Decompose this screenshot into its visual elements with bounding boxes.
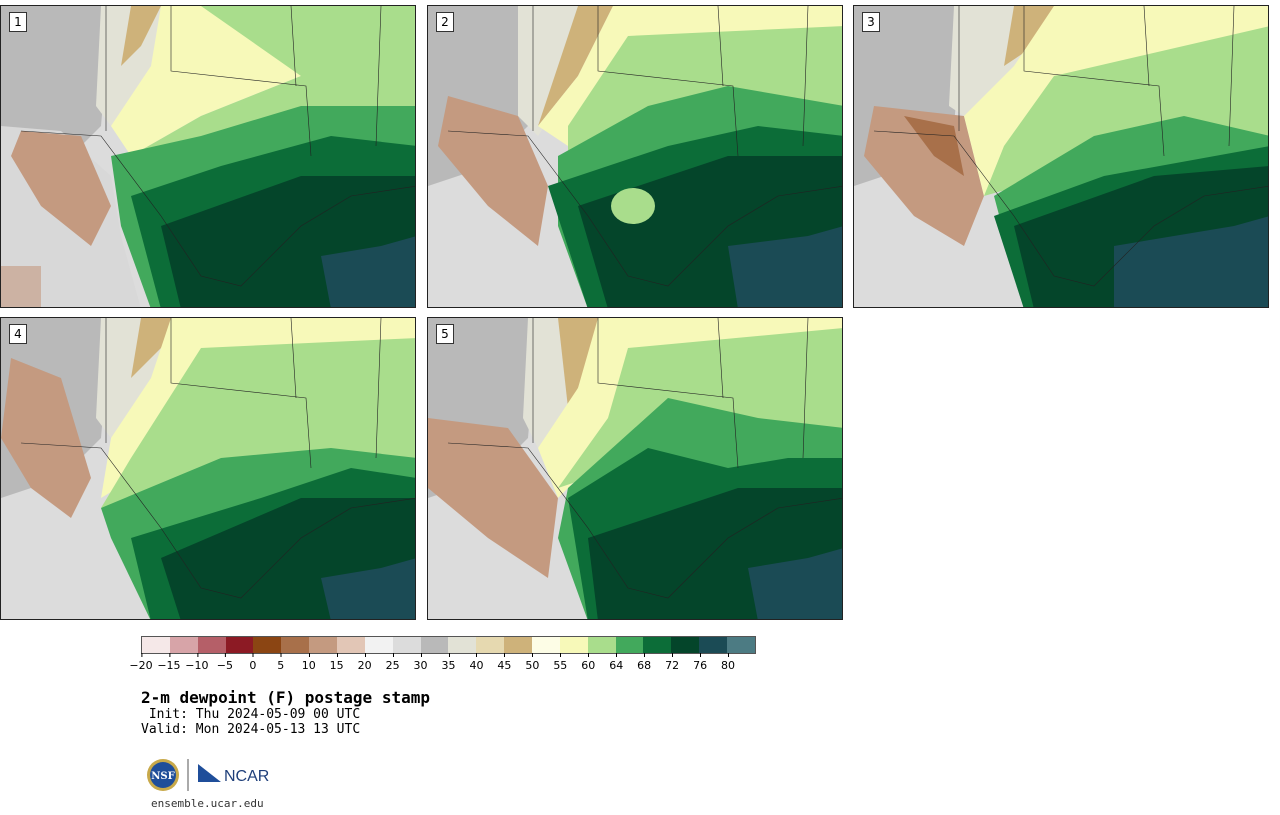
colorbar-swatch [337,637,365,653]
colorbar-swatch [448,637,477,653]
colorbar-tick: −10 [185,653,209,672]
stamp-panel-4: 4 [0,317,416,620]
dewpoint-map-4 [1,318,415,619]
colorbar-swatch [169,637,198,653]
colorbar-tick-label: 60 [581,659,596,672]
colorbar-tick: 20 [357,653,372,672]
colorbar-swatch [559,637,588,653]
stamp-panel-3: 3 [853,5,1269,308]
colorbar-tick-label: 20 [357,659,372,672]
logos: NSF NCAR [145,756,275,794]
colorbar-tick-label: 50 [525,659,540,672]
init-time: Init: Thu 2024-05-09 00 UTC [141,707,361,722]
nsf-ncar-logo: NSF NCAR [147,759,269,791]
colorbar-swatch [643,637,672,653]
colorbar-tick-label: 15 [329,659,344,672]
colorbar-swatch [309,637,338,653]
colorbar-tick-label: 35 [441,659,456,672]
colorbar [141,636,756,654]
colorbar-tick: 72 [665,653,680,672]
panel-number: 1 [9,12,27,32]
colorbar-tick-label: 30 [413,659,428,672]
colorbar-tick-label: 64 [609,659,624,672]
valid-time: Valid: Mon 2024-05-13 13 UTC [141,722,361,737]
colorbar-tick-label: 40 [469,659,484,672]
colorbar-tick: 35 [441,653,456,672]
colorbar-tick-label: −20 [129,659,153,672]
colorbar-tick-label: −15 [157,659,181,672]
colorbar-swatch [281,637,310,653]
colorbar-tick-label: −5 [216,659,233,672]
colorbar-swatch [671,637,700,653]
colorbar-tick: −5 [216,653,233,672]
site-url[interactable]: ensemble.ucar.edu [151,797,264,810]
colorbar-tick-label: 10 [301,659,316,672]
colorbar-swatch [142,637,170,653]
colorbar-tick: 5 [277,653,285,672]
colorbar-swatch [420,637,449,653]
colorbar-swatch [225,637,254,653]
colorbar-tick-label: 76 [693,659,708,672]
colorbar-tick: 0 [249,653,257,672]
colorbar-tick-label: 45 [497,659,512,672]
stamp-panel-5: 5 [427,317,843,620]
colorbar-tick-label: 68 [637,659,652,672]
panel-number: 3 [862,12,880,32]
nsf-logo-text: NSF [151,771,174,782]
colorbar-tick-label: 55 [553,659,568,672]
dewpoint-map-2 [428,6,842,307]
colorbar-tick-label: 72 [665,659,680,672]
colorbar-tick: 25 [385,653,400,672]
colorbar-tick: 40 [469,653,484,672]
colorbar-tick-label: 0 [249,659,257,672]
colorbar-swatch [253,637,282,653]
colorbar-swatch [615,637,644,653]
page-title: 2-m dewpoint (F) postage stamp [141,688,430,707]
colorbar-tick: 10 [301,653,316,672]
stamp-panel-1: 1 [0,5,416,308]
panel-number: 5 [436,324,454,344]
stamp-panel-2: 2 [427,5,843,308]
colorbar-swatch [727,637,755,653]
colorbar-swatch [197,637,226,653]
dewpoint-map-5 [428,318,842,619]
colorbar-tick: 64 [609,653,624,672]
colorbar-tick-label: −10 [185,659,209,672]
ncar-logo-text: NCAR [224,768,269,785]
colorbar-tick: 68 [637,653,652,672]
colorbar-tick: 50 [525,653,540,672]
colorbar-tick-label: 5 [277,659,285,672]
colorbar-tick: 55 [553,653,568,672]
colorbar-swatch [364,637,393,653]
colorbar-tick: 45 [497,653,512,672]
colorbar-swatch [476,637,505,653]
colorbar-tick: −15 [157,653,181,672]
colorbar-ticks: −20 −15 −10 −5 0 5 10 15 20 25 30 35 40 45 50 55 60 64 68 7… [129,653,756,676]
colorbar-tick: 15 [329,653,344,672]
colorbar-tick: 30 [413,653,428,672]
dewpoint-map-1 [1,6,415,307]
colorbar-tick-label: 25 [385,659,400,672]
panel-number: 4 [9,324,27,344]
colorbar-swatch [699,637,728,653]
colorbar-tick-label: 80 [721,659,736,672]
colorbar-swatch [587,637,616,653]
colorbar-tick: −20 [129,653,153,672]
dewpoint-map-3 [854,6,1268,307]
panel-number: 2 [436,12,454,32]
colorbar-tick: 76 [693,653,708,672]
colorbar-tick: 60 [581,653,596,672]
colorbar-swatch [504,637,533,653]
colorbar-swatch [532,637,560,653]
colorbar-tick: 80 [721,653,736,672]
colorbar-swatch [392,637,421,653]
